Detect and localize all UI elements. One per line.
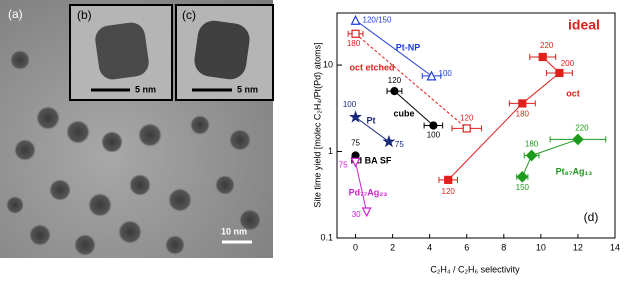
x-tick-label: 2 [390, 242, 395, 252]
series-name: cube [393, 108, 414, 118]
point-label: 120 [442, 187, 456, 196]
series-line [447, 56, 561, 181]
marker [390, 86, 399, 96]
point-label: 220 [540, 41, 554, 50]
marker [555, 68, 564, 78]
point-label: 30 [352, 210, 361, 219]
point-label: 75 [339, 160, 348, 169]
annotation: ideal [568, 17, 600, 33]
tem-image [0, 0, 274, 258]
series-name: Pt-NP [396, 42, 421, 52]
panel-label: (c) [182, 8, 196, 22]
y-tick-label: 10 [323, 59, 333, 69]
x-tick-label: 14 [610, 242, 620, 252]
point-label: 100 [343, 100, 357, 109]
series-line [394, 90, 434, 126]
marker [361, 207, 372, 218]
x-tick-label: 4 [427, 242, 432, 252]
point-label: 200 [561, 59, 575, 68]
series-name: oct etched [349, 62, 394, 72]
point-label: 100 [427, 131, 441, 140]
marker [350, 14, 361, 25]
series-name: Pt₈₇Ag₁₃ [556, 166, 593, 176]
scale-label: 10 nm [221, 226, 247, 236]
point-label: 180 [525, 140, 539, 149]
scale-label: 5 nm [237, 84, 258, 94]
annotation: (d) [584, 210, 599, 224]
series-line [355, 116, 390, 143]
series-name: oct [566, 88, 580, 98]
marker [444, 175, 453, 184]
series-name: Pt [367, 115, 376, 125]
marker [426, 70, 437, 81]
y-tick-label: 1 [328, 146, 333, 156]
marker [349, 110, 363, 123]
x-axis-label: C₂H₄ / C₂H₆ selectivity [430, 264, 520, 274]
point-label: 100 [439, 69, 453, 78]
point-label: 180 [516, 110, 530, 119]
point-label: 180 [347, 39, 361, 48]
point-label: 120 [388, 76, 402, 85]
marker [462, 124, 471, 133]
series-line [355, 19, 432, 77]
marker [351, 29, 360, 38]
marker [572, 133, 584, 146]
series-name: Pd₇₇Ag₂₃ [349, 187, 388, 197]
marker [382, 134, 396, 148]
marker [350, 157, 361, 168]
series-name: Pd BA SF [351, 155, 392, 165]
point-label: 220 [575, 124, 589, 133]
series-line [355, 33, 468, 129]
point-label: 120/150 [363, 15, 392, 24]
y-tick-label: 0.1 [320, 232, 333, 242]
x-tick-label: 8 [501, 242, 506, 252]
x-tick-label: 10 [536, 242, 546, 252]
scale-label: 5 nm [135, 84, 156, 94]
marker [516, 170, 529, 183]
point-label: 75 [351, 139, 360, 148]
marker [518, 99, 527, 108]
point-label: 120 [460, 114, 474, 123]
panel-label: (b) [77, 8, 92, 22]
x-tick-label: 6 [464, 242, 469, 252]
point-label: 75 [395, 140, 404, 149]
point-label: 150 [516, 183, 530, 192]
series-line [355, 162, 368, 213]
marker [429, 121, 438, 130]
plot-frame [336, 12, 616, 239]
x-tick-label: 12 [573, 242, 583, 252]
y-axis-label: Site time yield [molec C₂H₄/Pt(Pd) atoms… [312, 42, 322, 207]
marker [525, 149, 538, 162]
x-tick-label: 0 [353, 242, 358, 252]
marker [538, 52, 547, 62]
panel-label: (a) [8, 7, 23, 21]
